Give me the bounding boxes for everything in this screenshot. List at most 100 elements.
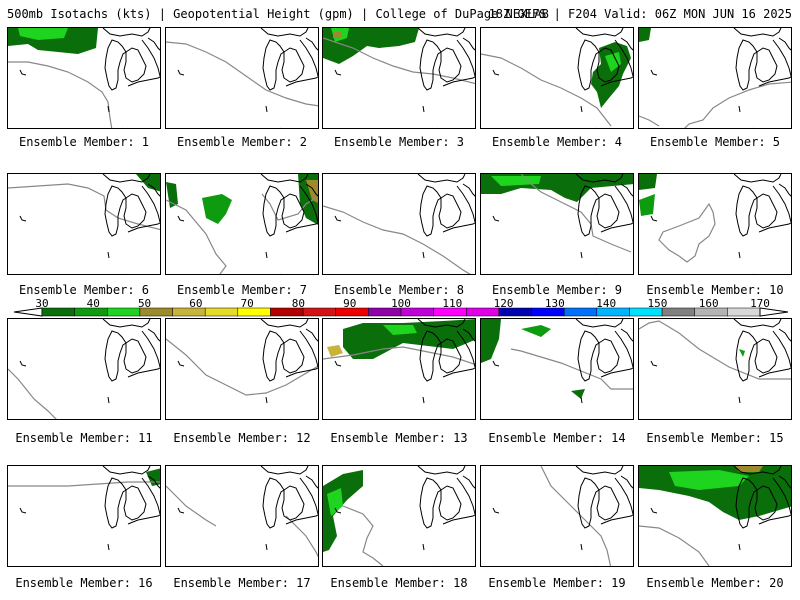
ensemble-member-map	[322, 465, 476, 567]
great-lakes-coastline	[733, 174, 791, 237]
map-canvas	[481, 319, 633, 419]
valid-time: 18Z GEFS | F204 Valid: 06Z MON JUN 16 20…	[488, 7, 792, 21]
ensemble-member-map	[638, 173, 792, 275]
ensemble-member-map	[322, 318, 476, 420]
ensemble-member-label: Ensemble Member: 7	[176, 283, 308, 297]
height-contour	[323, 37, 475, 85]
colorbar-tick-label: 90	[343, 297, 357, 310]
isotach-area	[591, 42, 631, 108]
colorbar-tick-label: 140	[596, 297, 617, 310]
isotach-area	[521, 325, 551, 337]
height-contour	[323, 205, 471, 274]
great-lakes-coastline	[733, 466, 791, 529]
ensemble-member-label: Ensemble Member: 15	[646, 431, 784, 445]
isotach-area	[383, 325, 417, 335]
coastline-fragment	[492, 69, 596, 128]
ensemble-member-map	[7, 318, 161, 420]
great-lakes-coastline	[102, 174, 160, 237]
ensemble-member-label: Ensemble Member: 13	[330, 431, 468, 445]
colorbar-tick-label: 150	[647, 297, 668, 310]
colorbar-tick-label: 110	[442, 297, 463, 310]
great-lakes-coastline	[260, 28, 318, 91]
coastline-fragment	[334, 215, 438, 274]
isotach-area	[739, 349, 745, 357]
colorbar-tick-label: 30	[35, 297, 49, 310]
colorbar-segment	[204, 307, 239, 317]
isotach-area	[136, 174, 160, 192]
height-contour	[8, 368, 57, 419]
map-canvas	[323, 319, 475, 419]
ensemble-member-map	[638, 318, 792, 420]
ensemble-member-map	[165, 465, 319, 567]
ensemble-member-label: Ensemble Member: 3	[333, 135, 465, 149]
ensemble-member-label: Ensemble Member: 2	[176, 135, 308, 149]
isotach-area	[491, 176, 541, 186]
map-canvas	[8, 466, 160, 566]
ensemble-member-label: Ensemble Member: 5	[649, 135, 781, 149]
ensemble-member-map	[480, 318, 634, 420]
ensemble-member-map	[7, 27, 161, 129]
ensemble-member-map	[638, 465, 792, 567]
coastline-fragment	[334, 69, 438, 128]
coastline-fragment	[334, 360, 438, 419]
great-lakes-coastline	[733, 319, 791, 382]
height-contour	[166, 338, 318, 396]
map-title: 500mb Isotachs (kts) | Geopotential Heig…	[7, 7, 549, 21]
isotach-area	[571, 389, 585, 399]
colorbar-tick-label: 50	[137, 297, 152, 310]
ensemble-member-map	[480, 173, 634, 275]
map-canvas	[481, 174, 633, 274]
colorbar-tick-label: 60	[189, 297, 203, 310]
map-canvas	[166, 466, 318, 566]
map-canvas	[166, 174, 318, 274]
isotach-area	[166, 182, 178, 208]
height-contour	[166, 41, 318, 107]
map-canvas	[492, 466, 633, 566]
map-canvas	[8, 28, 160, 128]
coastline-fragment	[492, 507, 596, 566]
great-lakes-coastline	[260, 319, 318, 382]
isotach-area	[327, 345, 343, 357]
ensemble-member-map	[480, 27, 634, 129]
colorbar-tick-label: 120	[493, 297, 514, 310]
great-lakes-coastline	[733, 28, 791, 91]
great-lakes-coastline	[102, 466, 160, 529]
ensemble-member-label: Ensemble Member: 6	[18, 283, 150, 297]
isotach-area	[18, 28, 68, 40]
isotach-area	[323, 470, 363, 552]
great-lakes-coastline	[417, 466, 475, 529]
great-lakes-coastline	[575, 466, 633, 529]
colorbar-high-arrow	[759, 307, 789, 317]
ensemble-member-label: Ensemble Member: 8	[333, 283, 465, 297]
ensemble-member-map	[7, 465, 161, 567]
ensemble-member-map	[165, 27, 319, 129]
coastline-fragment	[177, 215, 281, 274]
coastline-fragment	[650, 215, 754, 274]
isotach-area	[605, 52, 621, 72]
isotach-area	[639, 28, 651, 42]
isotach-area	[639, 194, 655, 216]
height-contour	[323, 346, 475, 365]
isotach-colorbar	[13, 307, 789, 317]
map-canvas	[8, 174, 160, 274]
great-lakes-coastline	[575, 28, 633, 91]
coastline-fragment	[650, 507, 754, 566]
ensemble-member-map	[165, 318, 319, 420]
coastline-fragment	[492, 360, 596, 419]
great-lakes-coastline	[417, 28, 475, 91]
ensemble-member-map	[165, 173, 319, 275]
height-contour	[8, 481, 160, 487]
great-lakes-coastline	[417, 319, 475, 382]
colorbar-segment	[563, 307, 598, 317]
height-contour	[510, 348, 633, 390]
great-lakes-coastline	[417, 174, 475, 237]
colorbar-tick-label: 100	[391, 297, 411, 310]
colorbar-tick-label: 130	[544, 297, 565, 310]
colorbar-tick-label: 40	[86, 297, 100, 310]
ensemble-member-label: Ensemble Member: 16	[15, 576, 153, 590]
coastline-fragment	[19, 507, 123, 566]
great-lakes-coastline	[260, 174, 318, 237]
colorbar-tick-label: 80	[291, 297, 306, 310]
coastline-fragment	[19, 215, 123, 274]
coastline-fragment	[334, 507, 438, 566]
